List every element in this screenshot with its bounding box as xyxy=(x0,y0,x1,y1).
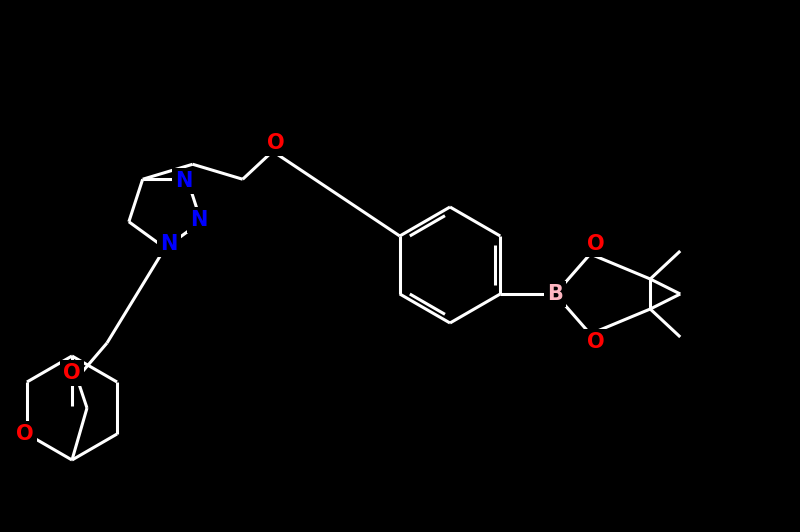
Text: B: B xyxy=(547,284,563,304)
Text: O: O xyxy=(267,133,285,153)
Text: N: N xyxy=(160,234,178,254)
Text: O: O xyxy=(587,234,605,254)
Text: O: O xyxy=(587,332,605,352)
Text: N: N xyxy=(190,210,208,230)
Text: N: N xyxy=(174,171,192,192)
Text: O: O xyxy=(16,424,34,444)
Text: O: O xyxy=(63,363,81,383)
